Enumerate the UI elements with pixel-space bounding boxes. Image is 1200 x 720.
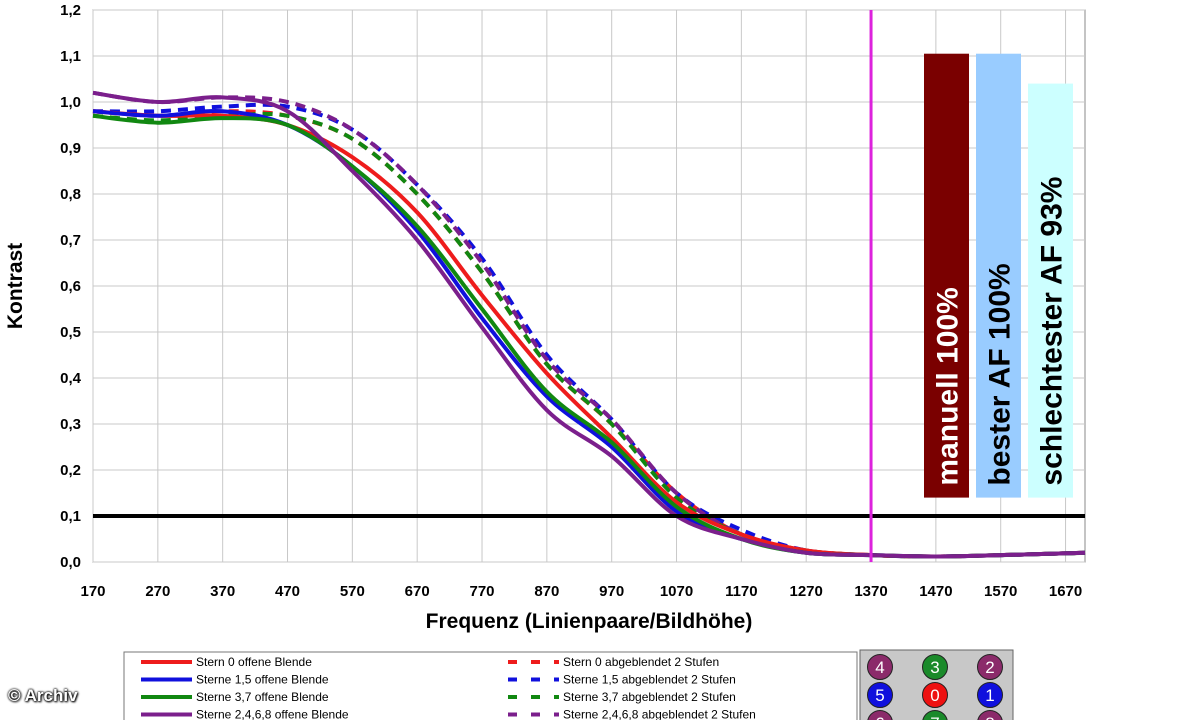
legend-label: Sterne 2,4,6,8 offene Blende — [196, 708, 349, 720]
star-key-dot — [977, 710, 1003, 720]
x-tick-label: 470 — [275, 583, 300, 600]
y-axis-title: Kontrast — [4, 243, 27, 329]
tick-labels: 170 270 370 470 570 670 770 870 970 1070 1170 1270 1… — [60, 2, 1082, 600]
star-key-dot — [977, 682, 1003, 708]
reference-lines — [93, 10, 1085, 562]
score-bar — [976, 53, 1021, 498]
star-key-number: 1 — [985, 686, 994, 705]
x-tick-label: 1170 — [725, 583, 758, 600]
star-key-dot — [977, 654, 1003, 680]
star-key-dot — [867, 682, 893, 708]
series-lines — [92, 90, 1086, 559]
x-tick-label: 1670 — [1049, 583, 1082, 600]
y-tick-label: 0,4 — [60, 370, 82, 387]
y-tick-label: 0,2 — [60, 462, 81, 479]
legend-label: Sterne 3,7 offene Blende — [196, 690, 329, 704]
y-tick-label: 0,3 — [60, 416, 81, 433]
legend-label: Sterne 1,5 abgeblendet 2 Stufen — [563, 673, 736, 687]
y-tick-label: 0,6 — [60, 278, 81, 295]
bars: manuell 100% bester AF 100% schlechtester … — [924, 53, 1073, 498]
score-bar — [1028, 83, 1073, 498]
y-tick-label: 0,8 — [60, 186, 81, 203]
y-tick-label: 0,7 — [60, 232, 81, 249]
y-tick-label: 0,0 — [60, 554, 81, 571]
star-key-number: 3 — [930, 658, 939, 677]
star-key-number: 7 — [930, 714, 939, 720]
legend-label: Stern 0 offene Blende — [196, 655, 312, 669]
star-key-number: 0 — [930, 686, 939, 705]
x-tick-label: 370 — [210, 583, 235, 600]
star-key-number: 5 — [875, 686, 884, 705]
x-tick-label: 1070 — [660, 583, 693, 600]
x-tick-label: 270 — [145, 583, 170, 600]
series-line — [92, 90, 1086, 559]
x-tick-label: 770 — [470, 583, 495, 600]
star-key-number: 6 — [875, 714, 884, 720]
legend-label: Stern 0 abgeblendet 2 Stufen — [563, 655, 719, 669]
score-bar-label: manuell 100% — [932, 287, 965, 485]
y-tick-label: 1,2 — [60, 2, 81, 19]
x-tick-label: 1570 — [984, 583, 1017, 600]
legend-label: Sterne 2,4,6,8 abgeblendet 2 Stufen — [563, 708, 756, 720]
y-tick-label: 1,0 — [60, 94, 81, 111]
star-key-number: 8 — [985, 714, 994, 720]
star-key-number: 4 — [875, 658, 884, 677]
x-tick-label: 1370 — [854, 583, 887, 600]
legend-box — [123, 651, 858, 720]
star-key-dot — [867, 654, 893, 680]
star-key: 4 3 2 5 0 1 6 7 8 — [859, 649, 1014, 720]
star-key-dot — [922, 654, 948, 680]
x-tick-label: 970 — [599, 583, 624, 600]
score-bar-label: bester AF 100% — [984, 263, 1017, 485]
watermark: © Archiv — [8, 686, 78, 705]
star-key-dot — [867, 710, 893, 720]
legend: Stern 0 offene Blende Sterne 1,5 offene B… — [123, 651, 858, 720]
x-axis-title: Frequenz (Linienpaare/Bildhöhe) — [426, 610, 753, 633]
star-key-dot — [922, 710, 948, 720]
x-tick-label: 1270 — [790, 583, 823, 600]
score-bar — [924, 53, 969, 498]
x-tick-label: 1470 — [919, 583, 952, 600]
y-tick-label: 0,5 — [60, 324, 81, 341]
star-key-dot — [922, 682, 948, 708]
y-tick-label: 1,1 — [60, 48, 81, 65]
x-tick-label: 870 — [534, 583, 559, 600]
x-tick-label: 670 — [405, 583, 430, 600]
x-tick-label: 170 — [80, 583, 105, 600]
legend-label: Sterne 3,7 abgeblendet 2 Stufen — [563, 690, 736, 704]
x-tick-label: 570 — [340, 583, 365, 600]
score-bar-label: schlechtester AF 93% — [1036, 177, 1069, 486]
y-tick-label: 0,1 — [60, 508, 81, 525]
star-key-number: 2 — [985, 658, 994, 677]
legend-label: Sterne 1,5 offene Blende — [196, 673, 329, 687]
y-tick-label: 0,9 — [60, 140, 81, 157]
